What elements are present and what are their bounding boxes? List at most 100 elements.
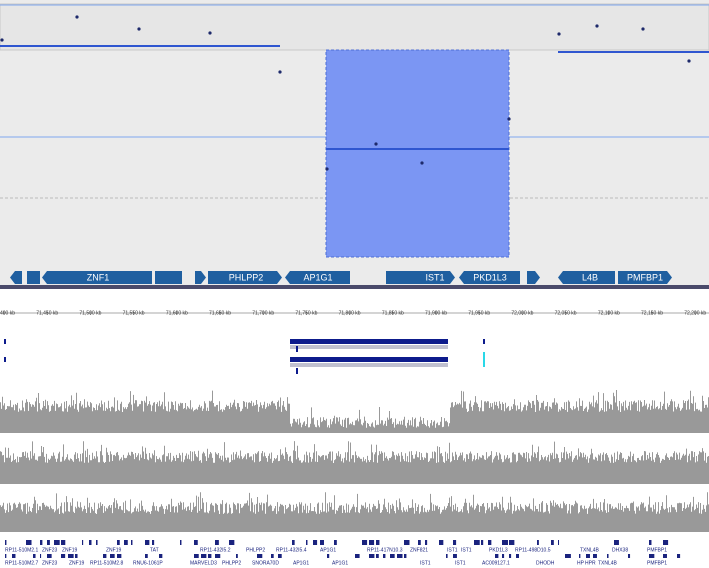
gene-glyph bbox=[537, 540, 539, 545]
gene-glyph bbox=[194, 554, 199, 558]
point bbox=[0, 38, 4, 42]
ruler-label: 72,050 kb bbox=[555, 310, 577, 316]
gene-label: AP1G1 bbox=[332, 560, 348, 566]
gene-glyph bbox=[502, 540, 508, 545]
gene-glyph bbox=[327, 554, 330, 558]
gene-label: AC009127.1 bbox=[482, 560, 510, 566]
band-label: PKD1L3 bbox=[473, 272, 507, 282]
gene-label: RP11-510M2.8 bbox=[90, 560, 123, 566]
gene-glyph bbox=[257, 554, 263, 558]
band-label: PMFBP1 bbox=[627, 272, 663, 282]
gene-glyph bbox=[628, 554, 631, 558]
gene-glyph bbox=[110, 554, 115, 558]
feature bbox=[290, 357, 448, 362]
gene-glyph bbox=[418, 540, 421, 545]
gene-glyph bbox=[145, 540, 150, 545]
gene-label: PHLPP2 bbox=[246, 547, 265, 553]
coverage-track bbox=[0, 390, 709, 433]
gene-glyph bbox=[159, 554, 163, 558]
gene-glyph bbox=[446, 554, 448, 558]
feature bbox=[4, 339, 6, 344]
gene-label: TAT bbox=[150, 547, 159, 553]
gene-glyph bbox=[131, 540, 133, 545]
gene-glyph bbox=[208, 554, 212, 558]
gene-label: IST1 bbox=[420, 560, 431, 566]
feature bbox=[483, 339, 485, 344]
gene-block bbox=[618, 271, 672, 284]
gene-glyph bbox=[607, 554, 609, 558]
gene-glyph bbox=[677, 554, 681, 558]
point bbox=[507, 117, 511, 121]
gene-glyph bbox=[292, 540, 295, 545]
points bbox=[0, 15, 691, 171]
gene-glyph bbox=[551, 540, 554, 545]
gene-glyph bbox=[61, 540, 66, 545]
gene-glyph bbox=[152, 540, 155, 545]
ruler-label: 71,500 kb bbox=[79, 310, 101, 316]
gene-glyph bbox=[117, 540, 120, 545]
gene-glyph bbox=[47, 540, 50, 545]
gene-glyph bbox=[271, 554, 274, 558]
ruler-label: 72,150 kb bbox=[641, 310, 663, 316]
gene-glyph bbox=[593, 554, 597, 558]
point bbox=[420, 161, 424, 165]
gene-glyph bbox=[565, 554, 571, 558]
gene-label: ZNF19 bbox=[69, 560, 85, 566]
gene-glyph bbox=[89, 540, 92, 545]
gene-block bbox=[527, 271, 540, 284]
point bbox=[374, 142, 378, 146]
gene-glyph bbox=[215, 554, 221, 558]
gene-glyph bbox=[663, 540, 669, 545]
gene-block bbox=[10, 271, 22, 284]
gene-label: RNU6-1061P bbox=[133, 560, 163, 566]
gene-block bbox=[386, 271, 455, 284]
gene-glyph bbox=[369, 540, 375, 545]
band-label: PHLPP2 bbox=[229, 272, 264, 282]
point bbox=[208, 31, 212, 35]
gene-label: RP11-510M2.1 bbox=[5, 547, 38, 553]
gene-glyph bbox=[5, 540, 7, 545]
gene-block bbox=[42, 271, 152, 284]
gene-glyph bbox=[509, 554, 512, 558]
gene-label: PKD1L3 bbox=[489, 547, 508, 553]
gene-glyph bbox=[383, 554, 386, 558]
feature bbox=[296, 346, 298, 352]
gene-label: PHLPP2 bbox=[222, 560, 241, 566]
ruler-label: 71,450 kb bbox=[36, 310, 58, 316]
gene-glyph bbox=[82, 540, 84, 545]
gene-glyph bbox=[145, 554, 148, 558]
gene-label: SNORA70D bbox=[252, 560, 279, 566]
gene-glyph bbox=[439, 540, 444, 545]
gene-label: RP11-498D10.5 bbox=[515, 547, 551, 553]
ruler-label: 72,000 kb bbox=[511, 310, 533, 316]
gene-glyph bbox=[313, 540, 318, 545]
gene-block bbox=[208, 271, 282, 284]
gene-label: ZNF23 bbox=[42, 547, 58, 553]
gene-glyph bbox=[404, 554, 407, 558]
point bbox=[75, 15, 79, 19]
gene-label: RP11-417N10.3 bbox=[367, 547, 403, 553]
ruler-label: 71,400 kb bbox=[0, 310, 15, 316]
gene-glyph bbox=[61, 554, 66, 558]
feature bbox=[4, 357, 6, 362]
gene-glyph bbox=[488, 540, 492, 545]
gene-glyph bbox=[516, 554, 520, 558]
band-label: L4B bbox=[582, 272, 598, 282]
gene-glyph bbox=[355, 554, 360, 558]
gene-glyph bbox=[180, 540, 182, 545]
gene-glyph bbox=[579, 554, 581, 558]
gene-glyph bbox=[75, 554, 78, 558]
gene-label: RP11-432I5.2 bbox=[200, 547, 231, 553]
feature bbox=[296, 368, 298, 374]
ruler-label: 71,650 kb bbox=[209, 310, 231, 316]
gene-glyph bbox=[33, 554, 36, 558]
gene-glyph bbox=[124, 540, 128, 545]
gene-label: HPR bbox=[585, 560, 596, 566]
selection[interactable] bbox=[325, 49, 510, 258]
gene-glyph bbox=[117, 554, 122, 558]
gene-glyph bbox=[26, 540, 32, 545]
gene-glyph bbox=[453, 540, 457, 545]
ruler-label: 71,900 kb bbox=[425, 310, 447, 316]
